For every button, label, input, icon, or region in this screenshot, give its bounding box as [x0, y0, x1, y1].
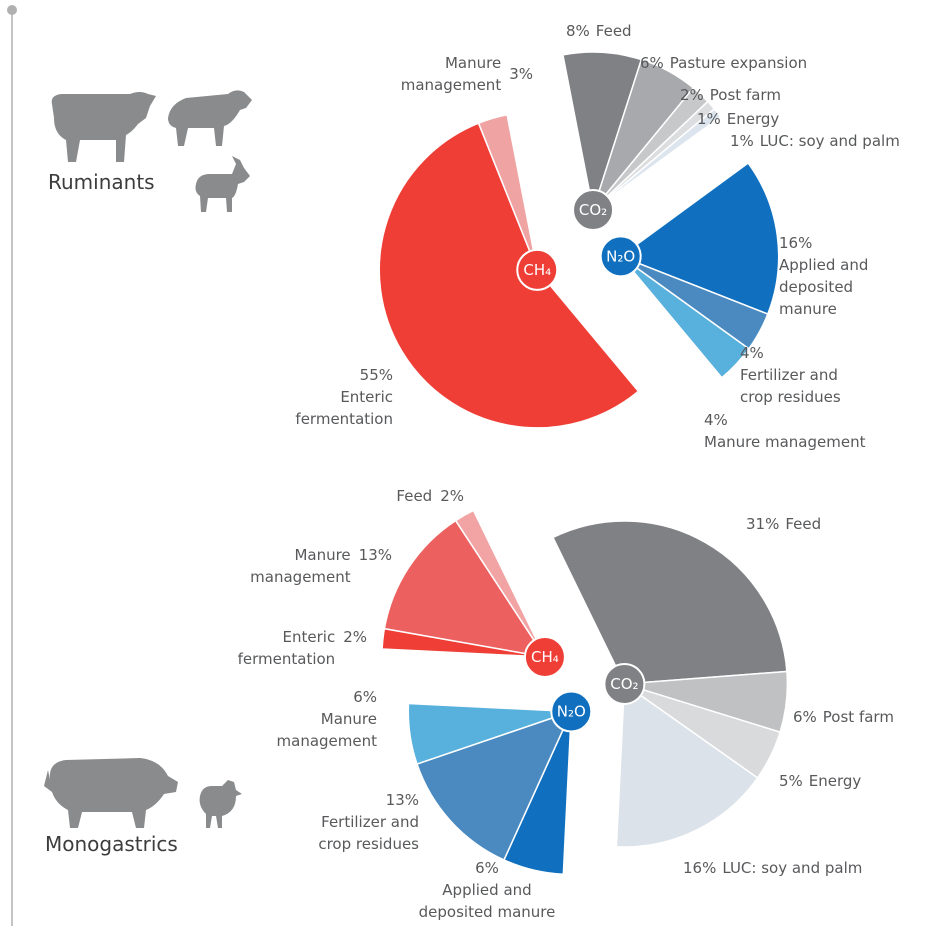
slice-label: 16% LUC: soy and palm [683, 857, 862, 879]
value-label: 2% [343, 628, 367, 646]
slice-label: 4% Fertilizer and crop residues [740, 342, 870, 408]
slice-label: 5% Energy [779, 770, 861, 792]
group-title: Ruminants [48, 170, 155, 194]
slice-label: 16% Applied and deposited manure [779, 232, 899, 320]
slice-label: 6% Pasture expansion [640, 52, 807, 74]
category-label: Energy [726, 110, 780, 128]
cow-icon [51, 92, 156, 162]
value-label: 13% [385, 791, 419, 809]
category-label: LUC: soy and palm [722, 859, 863, 877]
slice-label: 55% Enteric fermentation [283, 364, 393, 430]
group-badge [599, 235, 642, 278]
goat-icon [195, 156, 250, 212]
pie-slice [477, 113, 538, 271]
category-label: Feed [396, 487, 433, 505]
monogastric-icons [44, 758, 242, 828]
category-label: Post farm [822, 708, 894, 726]
pie-slice [383, 519, 547, 659]
value-label: 5% [779, 772, 803, 790]
category-label: Enteric fermentation [237, 628, 336, 668]
value-label: 16% [779, 234, 813, 252]
value-label: 31% [746, 515, 780, 533]
buffalo-icon [168, 90, 252, 146]
value-label: 6% [353, 688, 377, 706]
group-label: N₂O [606, 247, 635, 265]
category-label: Feed [595, 22, 632, 40]
pie-slice [416, 710, 573, 861]
group-badge [603, 662, 646, 705]
category-label: Manure management [276, 710, 377, 750]
value-label: 6% [640, 54, 664, 72]
value-label: 55% [359, 366, 393, 384]
slice-label: Feed 2% [322, 485, 464, 507]
pie-slice [378, 122, 640, 429]
category-label: LUC: soy and palm [759, 132, 900, 150]
group-title: Monogastrics [45, 832, 178, 856]
slice-label: 6% Applied and deposited manure [407, 857, 567, 923]
slice-label: 1% LUC: soy and palm [730, 130, 900, 152]
group-label: CH₄ [523, 261, 551, 279]
category-label: Pasture expansion [669, 54, 808, 72]
value-label: 3% [509, 65, 533, 83]
group-label: N₂O [557, 702, 586, 720]
category-label: Manure management [400, 54, 502, 94]
ruminant-icons [51, 90, 252, 212]
value-label: 16% [683, 859, 717, 877]
slice-label: Enteric fermentation 2% [225, 626, 367, 670]
value-label: 8% [566, 22, 590, 40]
category-label: Feed [785, 515, 822, 533]
category-label: Fertilizer and crop residues [318, 813, 419, 853]
timeline-dot [7, 5, 17, 15]
value-label: 4% [740, 344, 764, 362]
pie-slice [620, 255, 750, 379]
category-label: Post farm [709, 86, 781, 104]
pie-slice [592, 107, 722, 211]
category-label: Fertilizer and crop residues [740, 366, 841, 406]
slice-label: Manure management 3% [391, 52, 533, 96]
value-label: 6% [475, 859, 499, 877]
group-label: CH₄ [531, 648, 559, 666]
pie-slice [551, 520, 788, 685]
pie-slice [615, 682, 759, 848]
group-label: CO₂ [610, 675, 638, 693]
group-badge [516, 248, 559, 291]
slice-label: Manure management 13% [241, 544, 392, 588]
group-badge [550, 690, 593, 733]
pie-slice [619, 161, 780, 315]
value-label: 2% [440, 487, 464, 505]
slice-label: 6% Manure management [267, 686, 377, 752]
category-label: Applied and deposited manure [779, 256, 869, 318]
pig-icon [44, 758, 178, 828]
value-label: 4% [704, 411, 728, 429]
slice-label: 6% Post farm [793, 706, 894, 728]
group-badge [523, 635, 566, 678]
slice-label: 2% Post farm [680, 84, 781, 106]
category-label: Manure management [704, 433, 866, 451]
value-label: 2% [680, 86, 704, 104]
slice-label: 8% Feed [566, 20, 632, 42]
value-label: 1% [730, 132, 754, 150]
slice-label: 31% Feed [746, 513, 821, 535]
category-label: Applied and deposited manure [418, 881, 556, 921]
group-label: CO₂ [579, 201, 607, 219]
chicken-icon [199, 780, 242, 828]
category-label: Manure management [250, 546, 351, 586]
category-label: Enteric fermentation [295, 388, 393, 428]
pie-slice [407, 702, 572, 765]
category-label: Energy [808, 772, 862, 790]
slice-label: 4% Manure management [704, 409, 924, 453]
group-badge [572, 189, 615, 232]
value-label: 6% [793, 708, 817, 726]
value-label: 1% [697, 110, 721, 128]
value-label: 13% [358, 546, 392, 564]
slice-label: 1% Energy [697, 108, 779, 130]
pie-slice [454, 509, 546, 658]
slice-label: 13% Fertilizer and crop residues [289, 789, 419, 855]
